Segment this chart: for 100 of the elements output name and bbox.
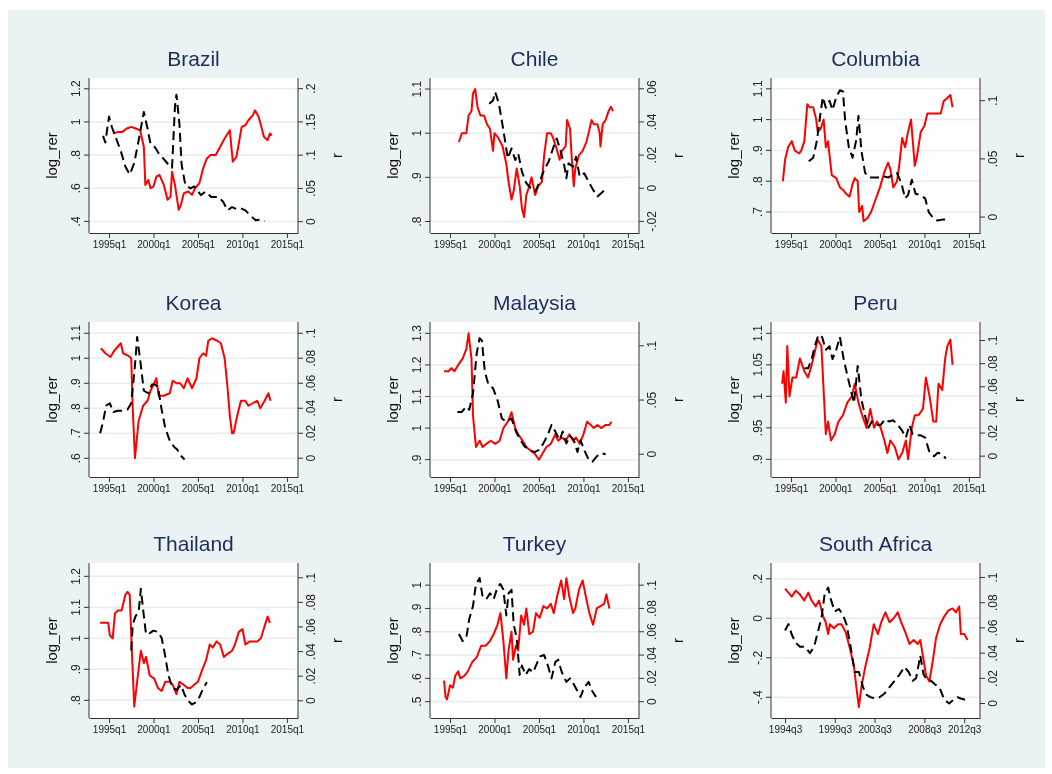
- y-tick-label: .8: [410, 626, 424, 637]
- y2-tick-label: .1: [645, 579, 659, 591]
- y-tick-label: -.2: [751, 650, 765, 665]
- y-axis-title: log_rer: [43, 132, 60, 179]
- y2-tick-label: .04: [304, 642, 318, 660]
- line-series: [443, 577, 611, 701]
- y-axis-title: log_rer: [725, 376, 742, 423]
- y2-tick-label: .05: [304, 179, 318, 197]
- x-tick-label: 2010q1: [908, 239, 943, 251]
- line-series: [130, 587, 208, 706]
- y-tick-label: .9: [751, 454, 765, 465]
- y-tick-label: 1.2: [69, 567, 83, 585]
- x-tick-label: 1995q1: [774, 483, 809, 495]
- y-tick-label: .4: [69, 216, 83, 227]
- y2-tick-label: .06: [986, 619, 1000, 637]
- y2-tick-label: 0: [986, 699, 1000, 707]
- y-tick-label: 1.1: [410, 80, 424, 98]
- y2-tick-label: .06: [986, 378, 1000, 396]
- y-tick-label: .7: [410, 649, 424, 661]
- y2-tick-label: 0: [304, 218, 318, 226]
- y-tick-label: .6: [69, 182, 83, 194]
- x-tick-label: 2005q1: [181, 239, 216, 251]
- y2-tick-label: .15: [304, 113, 318, 131]
- y2-tick-label: .08: [986, 594, 1000, 612]
- x-tick-label: 2015q1: [952, 483, 987, 495]
- x-tick-label: 2010q1: [226, 239, 261, 251]
- x-tick-label: 1995q1: [774, 239, 809, 251]
- y-tick-label: 1.1: [69, 324, 83, 342]
- x-tick-label: 2010q1: [567, 483, 602, 495]
- y-tick-label: 1.1: [751, 324, 765, 342]
- y2-axis-title: r: [1010, 638, 1027, 643]
- y-tick-label: .9: [69, 664, 83, 675]
- y-axis-title: log_rer: [725, 132, 742, 179]
- y2-tick-label: .1: [645, 340, 659, 351]
- y-tick-label: .7: [69, 427, 83, 439]
- y-tick-label: 1.1: [751, 80, 765, 98]
- y2-tick-label: .04: [645, 646, 659, 664]
- y-tick-label: 1.1: [69, 598, 83, 616]
- y2-tick-label: .1: [304, 149, 318, 161]
- line-series: [781, 338, 954, 461]
- line-series: [803, 333, 947, 460]
- y2-tick-label: 0: [645, 184, 659, 192]
- x-tick-label: 2015q1: [270, 724, 305, 736]
- x-tick-label: 2005q1: [863, 239, 898, 251]
- x-tick-label: 2000q1: [478, 239, 513, 251]
- y2-tick-label: .04: [645, 113, 659, 131]
- x-tick-label: 2010q1: [908, 483, 943, 495]
- y-tick-label: .8: [410, 216, 424, 227]
- y-tick-label: .6: [410, 673, 424, 684]
- y2-tick-label: .2: [304, 83, 318, 94]
- x-tick-label: 2010q1: [226, 724, 261, 736]
- x-tick-label: 2005q1: [181, 483, 216, 495]
- x-tick-label: 2005q1: [522, 239, 557, 251]
- x-tick-label: 1995q1: [92, 239, 127, 251]
- x-tick-label: 1995q1: [92, 724, 127, 736]
- y2-tick-label: .1: [986, 335, 1000, 346]
- x-tick-label: 2000q1: [819, 239, 854, 251]
- y2-axis-title: r: [328, 153, 345, 158]
- y-tick-label: 1.3: [410, 324, 424, 342]
- x-tick-label: 2000q1: [137, 724, 172, 736]
- y-tick-label: .9: [69, 377, 83, 389]
- x-tick-label: 2003q3: [858, 724, 893, 736]
- x-tick-label: 2015q1: [611, 724, 646, 736]
- chart-title: Korea: [165, 291, 222, 314]
- line-series: [457, 577, 597, 699]
- y-tick-label: .5: [410, 696, 424, 707]
- y-tick-label: 1.2: [69, 80, 83, 98]
- y2-tick-label: .06: [304, 618, 318, 636]
- line-series: [488, 91, 606, 198]
- y2-tick-label: .04: [986, 401, 1000, 419]
- y2-tick-label: .1: [304, 327, 318, 339]
- y-tick-label: 1.05: [751, 352, 765, 377]
- x-tick-label: 2000q1: [478, 724, 513, 736]
- y2-tick-label: .02: [645, 146, 659, 164]
- x-tick-label: 2015q1: [270, 483, 305, 495]
- x-tick-label: 1995q1: [433, 483, 468, 495]
- y-tick-label: 1: [751, 392, 765, 400]
- chart-title: South Africa: [818, 532, 933, 555]
- y-tick-label: .8: [69, 149, 83, 161]
- y2-tick-label: 0: [645, 450, 659, 458]
- y2-tick-label: 0: [986, 213, 1000, 221]
- y2-tick-label: 0: [986, 452, 1000, 460]
- y2-tick-label: .05: [986, 150, 1000, 168]
- y-tick-label: .6: [69, 452, 83, 464]
- y2-axis-title: r: [328, 397, 345, 402]
- line-series: [99, 590, 271, 708]
- x-tick-label: 2015q1: [270, 239, 305, 251]
- x-tick-label: 2000q1: [137, 239, 172, 251]
- y-tick-label: .8: [69, 402, 83, 414]
- y2-axis-title: r: [328, 638, 345, 643]
- y2-axis-title: r: [1010, 153, 1027, 158]
- y2-tick-label: .04: [986, 644, 1000, 662]
- y-tick-label: -.4: [751, 689, 765, 705]
- y2-tick-label: .08: [304, 593, 318, 611]
- x-tick-label: 2000q1: [478, 483, 513, 495]
- y-tick-label: 1: [751, 115, 765, 123]
- y2-tick-label: .02: [304, 424, 318, 442]
- line-series: [456, 337, 607, 463]
- y2-axis-title: r: [1010, 397, 1027, 402]
- x-tick-label: 1995q1: [433, 239, 468, 251]
